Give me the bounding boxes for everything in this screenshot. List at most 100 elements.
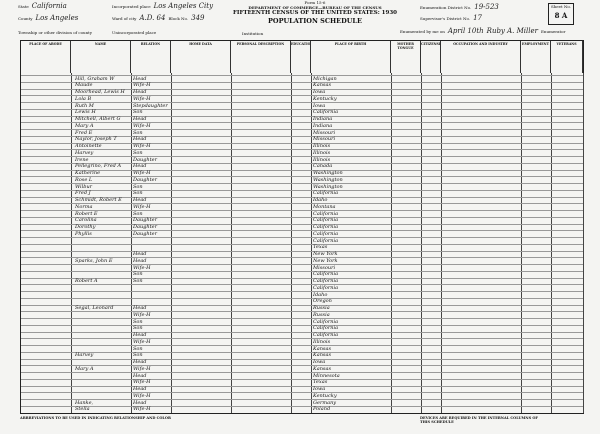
ward-label: Ward of city — [112, 16, 137, 21]
enumerator-signature: Ruby A. Miller — [486, 27, 538, 35]
unincorporated-field: Unincorporated place — [112, 30, 156, 35]
cell-rel: Head — [133, 386, 147, 392]
cell-rel: Head — [133, 372, 147, 379]
cell-rel: Wife-H — [133, 95, 151, 102]
column-header: VETERANS — [551, 41, 583, 73]
table-row: Fred E Son Missouri — [21, 129, 583, 137]
cell-birth: Kentucky — [313, 392, 337, 399]
column-rule — [291, 73, 292, 413]
column-header: RELATION — [131, 41, 171, 73]
cell-birth: Iowa — [313, 102, 326, 109]
table-row: Schmidt, Robert E Head Idaho — [21, 196, 583, 205]
cell-birth: Poland — [313, 406, 331, 413]
table-row: Carolina Daughter California — [21, 216, 583, 225]
table-row: Hanke, Head Germany — [21, 399, 583, 407]
cell-rel: Head — [133, 136, 147, 143]
column-rule — [71, 73, 72, 413]
cell-rel: Son — [133, 109, 143, 116]
census-title: FIFTEENTH CENSUS OF THE UNITED STATES: 1… — [233, 10, 397, 16]
supervisor-label: Supervisor's District No. — [420, 16, 471, 21]
cell-birth: Indiana — [313, 116, 333, 122]
cell-name: Sparks, John E — [75, 257, 113, 264]
column-rule — [551, 73, 552, 413]
table-row: Wife-H Illinois — [21, 338, 583, 346]
cell-birth: Kansas — [313, 352, 332, 359]
cell-rel: Head — [133, 305, 147, 311]
state-label: State — [18, 4, 29, 9]
state-value: California — [31, 2, 67, 10]
township-field: Township or other division of county — [18, 30, 92, 35]
column-rule — [131, 73, 132, 413]
table-row: Dorothy Daughter California — [21, 223, 583, 232]
column-header: EMPLOYMENT — [521, 41, 551, 73]
cell-name: Rose L — [75, 176, 93, 183]
table-row: Son California — [21, 270, 583, 279]
cell-birth: Iowa — [313, 359, 326, 365]
table-row: California — [21, 284, 583, 292]
column-header: PERSONAL DESCRIPTION — [231, 41, 291, 73]
cell-rel: Wife-H — [133, 365, 151, 372]
cell-birth: Illinois — [313, 149, 331, 156]
cell-name: Hanke, — [75, 399, 94, 406]
cell-birth: Russia — [313, 311, 330, 318]
table-row: Head Iowa — [21, 358, 583, 367]
table-row: Head Minnesota — [21, 372, 583, 380]
cell-birth: California — [313, 230, 339, 237]
cell-birth: Germany — [313, 399, 337, 406]
table-row: Pellegrino, Fred A Head Canada — [21, 162, 583, 171]
table-row: Oregon — [21, 297, 583, 306]
cell-birth: Illinois — [313, 143, 331, 149]
cell-rel: Wife-H — [133, 143, 151, 149]
table-row: Mary A Wife-H Kansas — [21, 365, 583, 373]
cell-birth: Washington — [313, 183, 343, 190]
table-row: Harvey Son Illinois — [21, 149, 583, 157]
cell-rel: Son — [133, 278, 143, 284]
column-rule — [421, 73, 422, 413]
cell-birth: California — [313, 278, 339, 284]
cell-birth: California — [313, 237, 339, 244]
cell-rel: Son — [133, 149, 143, 156]
table-row: Lewis H Son California — [21, 108, 583, 117]
cell-rel: Son — [133, 325, 143, 332]
cell-rel: Wife-H — [133, 264, 151, 271]
table-row: Segal, Leonard Head Russia — [21, 304, 583, 313]
cell-name: Antoinette — [75, 143, 102, 149]
table-row: Wife-H Kentucky — [21, 392, 583, 400]
cell-rel: Head — [133, 257, 147, 264]
state-field: State California — [18, 2, 67, 10]
cell-birth: California — [313, 109, 339, 116]
column-header: NAME — [71, 41, 131, 73]
cell-birth: Missouri — [313, 136, 336, 143]
cell-rel: Head — [133, 116, 147, 122]
cell-name: Moorhead, Lewis H — [75, 89, 125, 95]
table-row: Norma Wife-H Montana — [21, 203, 583, 211]
table-row: Mary A Wife-H Indiana — [21, 122, 583, 130]
cell-name: Wilbur — [75, 183, 93, 190]
cell-birth: California — [313, 271, 339, 278]
cell-rel: Son — [133, 318, 143, 325]
cell-birth: Montana — [313, 203, 336, 210]
table-row: Wife-H Russia — [21, 311, 583, 319]
cell-birth: Washington — [313, 170, 343, 176]
column-header: PLACE OF BIRTH — [311, 41, 391, 73]
county-label: County — [18, 16, 33, 21]
cell-name: Stella — [75, 406, 90, 413]
table-row: Mitchell, Albert G Head Indiana — [21, 115, 583, 124]
cell-name: Harvey — [75, 352, 94, 359]
column-rule — [231, 73, 232, 413]
table-row: Fred J Son California — [21, 189, 583, 198]
cell-name: Irene — [75, 156, 89, 163]
supervisor-field: Supervisor's District No. 17 — [420, 14, 482, 22]
table-row: Son Kansas — [21, 345, 583, 353]
cell-birth: Kentucky — [313, 95, 337, 102]
cell-rel: Head — [133, 197, 147, 203]
ward-field: Ward of city A.D. 64 Block No. 349 — [112, 14, 205, 22]
cell-birth: Russia — [313, 305, 330, 311]
cell-name: Segal, Leonard — [75, 305, 114, 311]
cell-birth: Michigan — [313, 75, 337, 82]
table-row: Wilbur Son Washington — [21, 183, 583, 191]
enumeration-field: Enumeration District No. 19-523 — [420, 3, 499, 11]
cell-birth: Kansas — [313, 365, 332, 372]
place-label: Incorporated place — [112, 4, 151, 9]
